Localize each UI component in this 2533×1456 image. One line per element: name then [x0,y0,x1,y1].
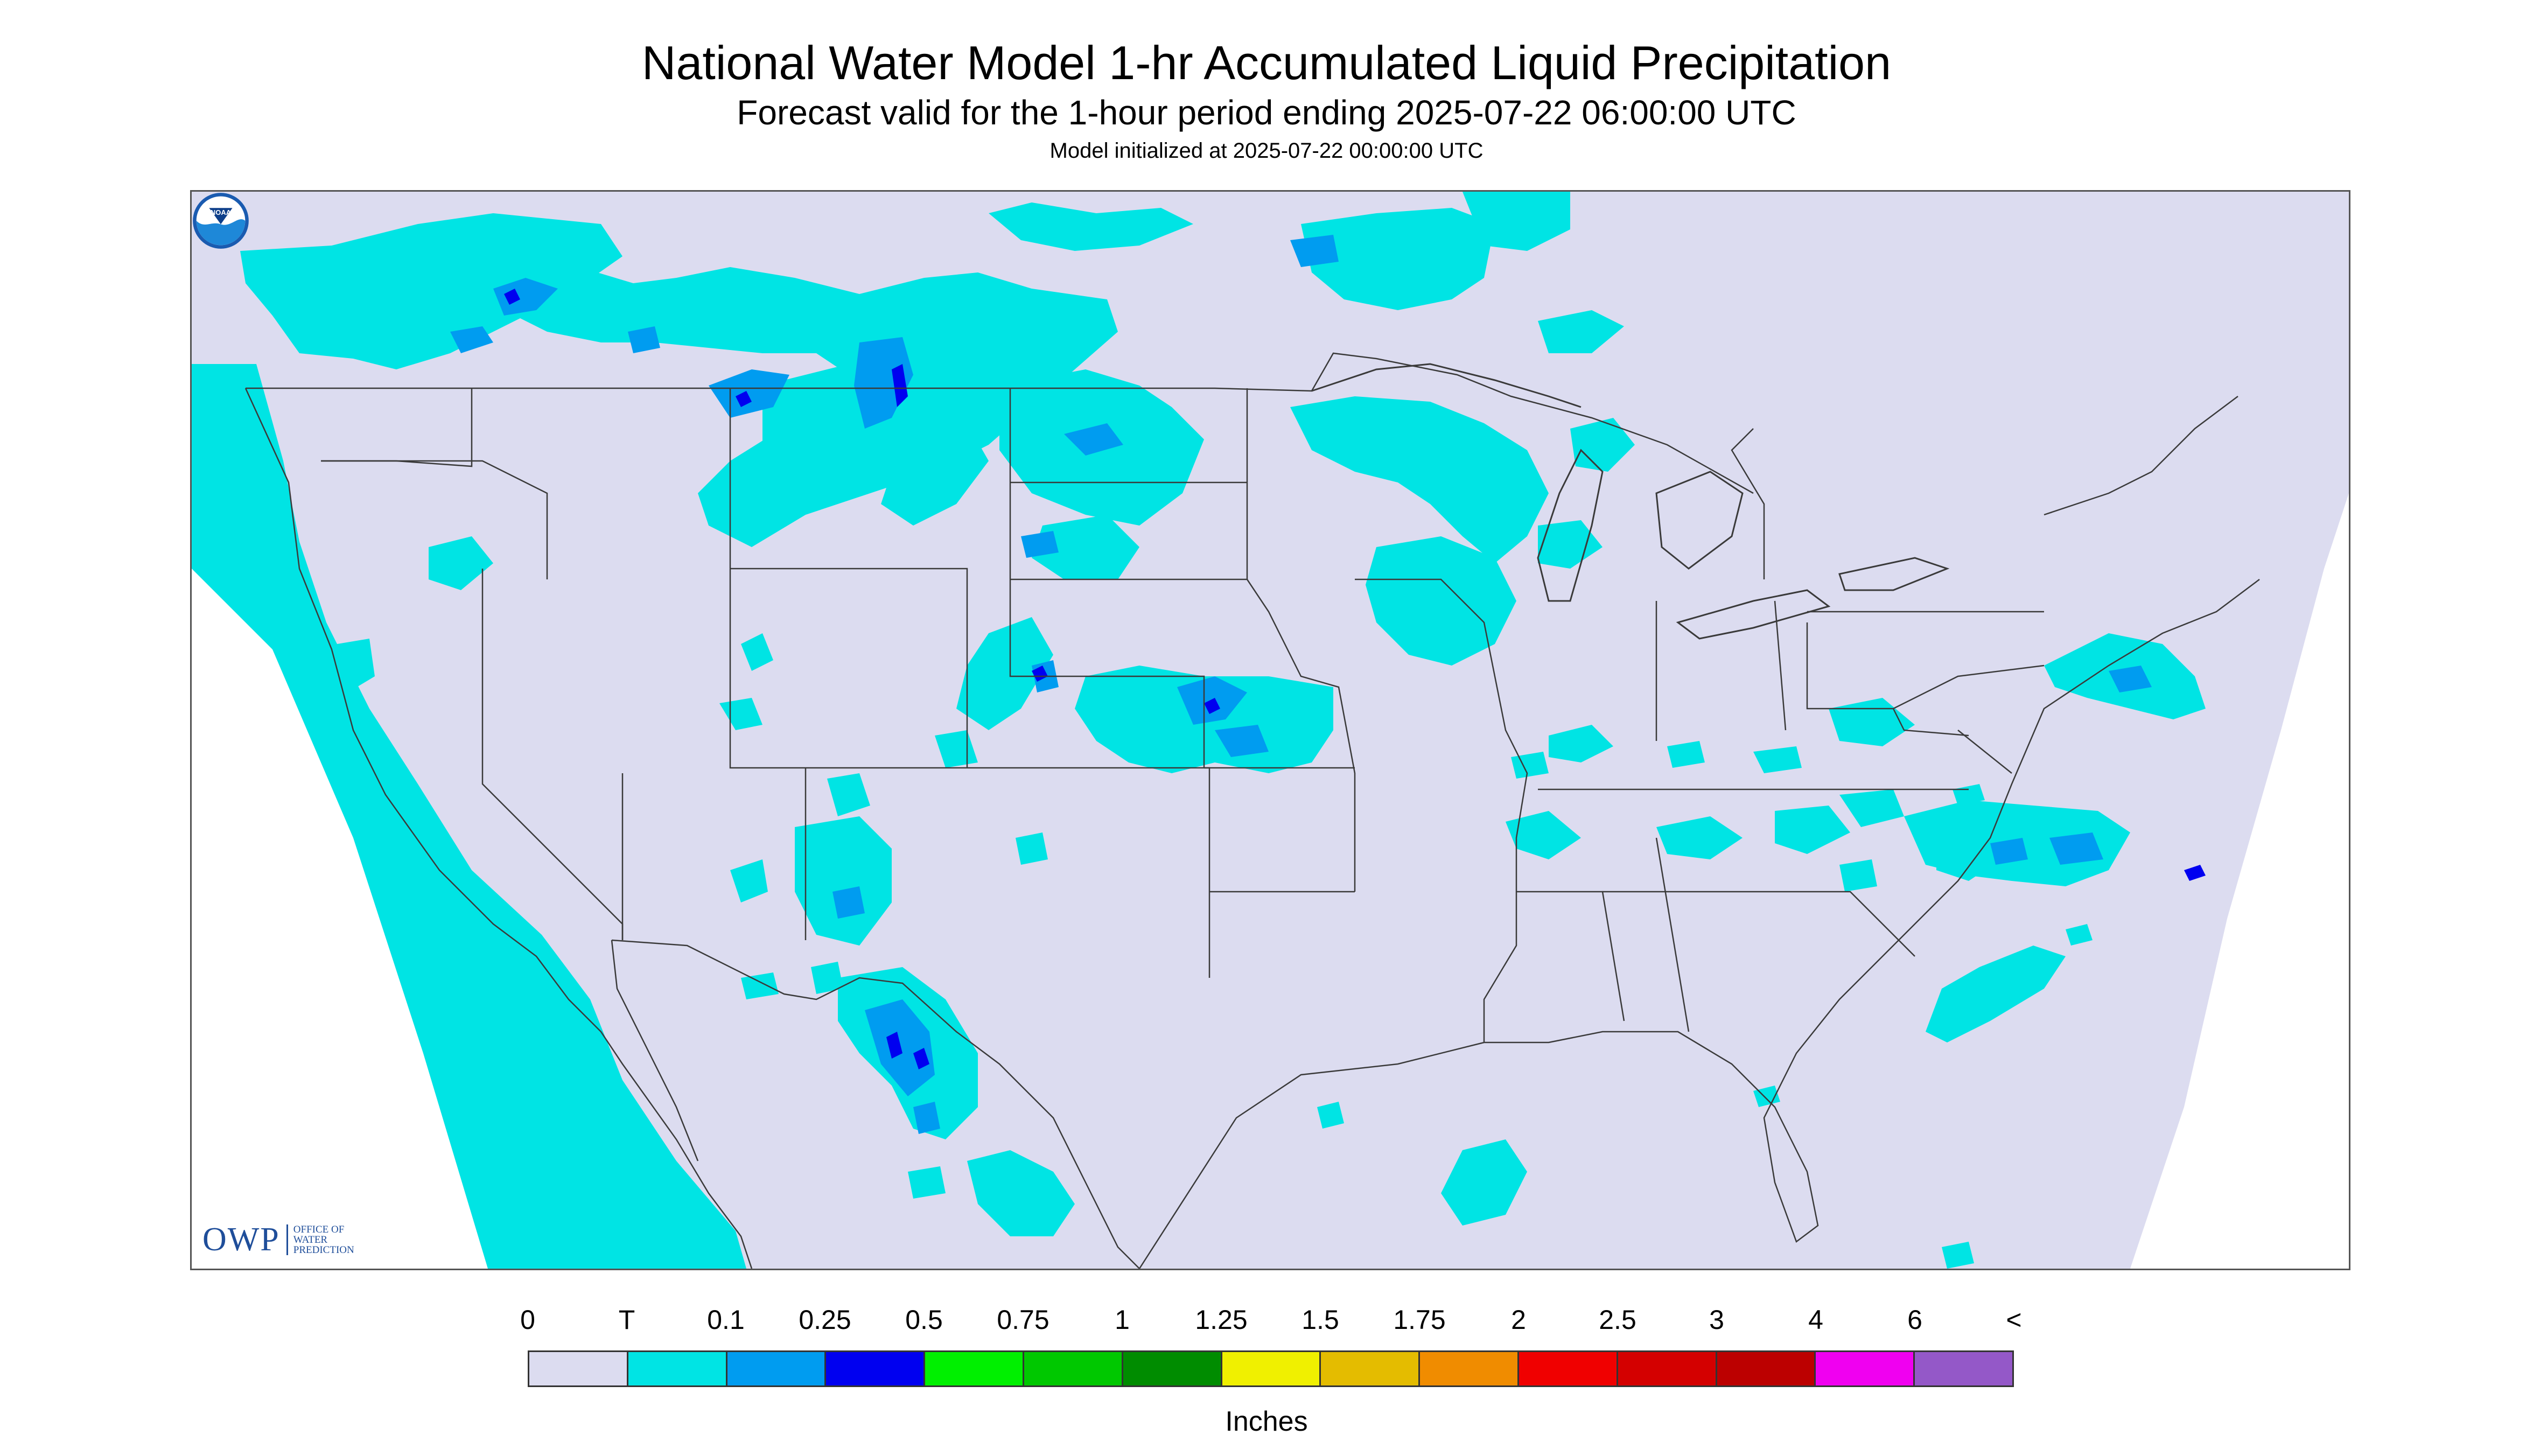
legend-tick-8: 1.5 [1302,1305,1339,1335]
legend-swatch-3 [826,1352,926,1385]
owp-text: Office of Water Prediction [286,1224,374,1255]
legend-tick-2: 0.1 [707,1305,745,1335]
legend-swatch-5 [1024,1352,1123,1385]
legend-swatch-2 [727,1352,827,1385]
precip-heavy-areas [504,289,2206,1069]
legend-tick-3: 0.25 [799,1305,851,1335]
legend-tick-15: < [2006,1305,2022,1335]
legend-swatch-0 [529,1352,628,1385]
legend-tick-4: 0.5 [905,1305,943,1335]
legend-swatch-6 [1123,1352,1222,1385]
precipitation-map[interactable]: OWP Office of Water Prediction NOAA [190,190,2350,1270]
legend-swatch-13 [1816,1352,1915,1385]
legend-swatch-7 [1222,1352,1321,1385]
legend-tick-13: 4 [1808,1305,1823,1335]
legend-tick-0: 0 [520,1305,535,1335]
legend-swatch-11 [1618,1352,1717,1385]
legend-tick-14: 6 [1907,1305,1922,1335]
legend-tick-1: T [618,1305,635,1335]
legend-tick-10: 2 [1511,1305,1526,1335]
legend-tick-6: 1 [1115,1305,1130,1335]
legend-tick-12: 3 [1709,1305,1724,1335]
legend-tick-9: 1.75 [1393,1305,1446,1335]
legend-tick-labels: 0 T 0.1 0.25 0.5 0.75 1 1.25 1.5 1.75 2 2.5 3 4 6 < [520,1304,2022,1336]
map-canvas [192,192,2349,1269]
map-title: National Water Model 1-hr Accumulated Li… [641,36,1892,89]
forecast-valid-subtitle: Forecast valid for the 1-hour period end… [737,93,1796,132]
legend-units: Inches [1225,1406,1308,1437]
noaa-text: NOAA [211,208,232,216]
legend-tick-5: 0.75 [997,1305,1049,1335]
legend-tick-11: 2.5 [1599,1305,1636,1335]
owp-mark: OWP [202,1221,280,1258]
great-lakes [1311,363,1950,640]
legend-swatch-4 [925,1352,1024,1385]
precip-trace-areas [192,192,2206,1269]
legend-swatch-10 [1519,1352,1618,1385]
legend-swatch-14 [1915,1352,2012,1385]
noaa-logo: NOAA [193,193,249,249]
legend-tick-7: 1.25 [1195,1305,1248,1335]
precip-color-legend [528,1350,2014,1387]
model-init-line: Model initialized at 2025-07-22 00:00:00… [1049,139,1484,163]
legend-swatch-12 [1717,1352,1816,1385]
legend-swatch-9 [1420,1352,1519,1385]
legend-swatch-8 [1321,1352,1421,1385]
owp-logo: OWP Office of Water Prediction [202,1221,374,1259]
legend-swatch-1 [628,1352,727,1385]
